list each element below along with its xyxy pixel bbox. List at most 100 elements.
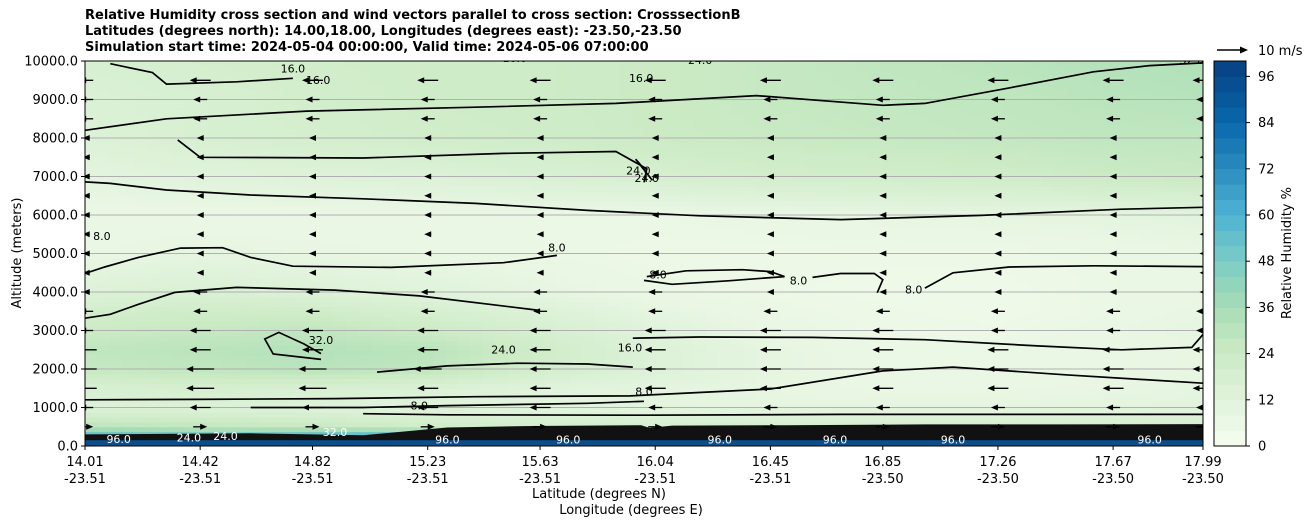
rh-cell xyxy=(246,277,260,283)
rh-cell xyxy=(581,373,595,380)
rh-cell xyxy=(296,195,310,202)
rh-cell xyxy=(693,354,707,360)
rh-cell xyxy=(718,383,732,389)
rh-cell xyxy=(345,61,359,67)
rh-cell xyxy=(780,61,794,67)
rh-cell xyxy=(631,118,645,125)
rh-cell xyxy=(345,239,359,245)
rh-cell xyxy=(296,224,310,231)
rh-cell xyxy=(147,412,161,418)
rh-cell xyxy=(817,210,831,216)
rh-cell xyxy=(209,253,223,259)
rh-cell xyxy=(706,205,720,211)
rh-cell xyxy=(171,205,185,211)
rh-cell xyxy=(581,195,595,202)
rh-cell xyxy=(97,190,111,197)
rh-cell xyxy=(494,176,508,182)
rh-cell xyxy=(842,181,856,187)
rh-cell xyxy=(730,205,744,211)
rh-cell xyxy=(258,397,272,404)
rh-cell xyxy=(557,340,571,346)
rh-cell xyxy=(768,229,782,235)
rh-cell xyxy=(581,186,595,192)
rh-cell xyxy=(159,118,173,125)
rh-cell xyxy=(519,421,533,428)
rh-cell xyxy=(644,128,658,134)
rh-cell xyxy=(407,138,421,144)
rh-cell xyxy=(432,311,446,317)
rh-cell xyxy=(97,224,111,231)
rh-cell xyxy=(432,181,446,187)
rh-cell xyxy=(258,421,272,428)
rh-cell xyxy=(196,301,210,308)
rh-cell xyxy=(594,234,608,240)
rh-cell xyxy=(644,277,658,283)
rh-cell xyxy=(159,287,173,293)
rh-cell xyxy=(793,210,807,216)
rh-cell xyxy=(780,200,794,206)
rh-cell xyxy=(432,123,446,129)
rh-cell xyxy=(258,253,272,259)
rh-cell xyxy=(445,282,459,288)
rh-cell xyxy=(445,80,459,86)
rh-cell xyxy=(345,364,359,370)
rh-cell xyxy=(830,263,844,269)
rh-cell xyxy=(159,426,173,433)
rh-cell xyxy=(196,123,210,129)
rh-cell xyxy=(718,344,732,351)
rh-cell xyxy=(557,234,571,240)
rh-cell xyxy=(445,157,459,163)
rh-cell xyxy=(482,147,496,154)
rh-cell xyxy=(768,301,782,308)
rh-cell xyxy=(358,142,372,149)
rh-cell xyxy=(221,152,235,158)
rh-cell xyxy=(519,373,533,380)
rh-cell xyxy=(171,320,185,327)
rh-cell xyxy=(134,426,148,433)
rh-cell xyxy=(631,378,645,385)
rh-cell xyxy=(482,176,496,182)
rh-cell xyxy=(370,258,384,264)
rh-cell xyxy=(296,277,310,283)
rh-cell xyxy=(271,296,285,303)
rh-cell xyxy=(383,61,397,67)
rh-cell xyxy=(308,402,322,409)
rh-cell xyxy=(97,397,111,404)
rh-cell xyxy=(681,113,695,120)
rh-cell xyxy=(594,70,608,77)
rh-cell xyxy=(594,349,608,356)
rh-cell xyxy=(209,123,223,129)
rh-cell xyxy=(383,113,397,120)
rh-cell xyxy=(507,301,521,308)
rh-cell xyxy=(668,340,682,346)
rh-cell xyxy=(109,253,123,259)
rh-cell xyxy=(494,292,508,298)
rh-cell xyxy=(668,219,682,226)
rh-cell xyxy=(333,75,347,81)
rh-cell xyxy=(109,421,123,428)
rh-cell xyxy=(345,113,359,120)
rh-cell xyxy=(842,229,856,235)
rh-cell xyxy=(333,344,347,351)
rh-cell xyxy=(780,417,794,423)
rh-cell xyxy=(631,407,645,413)
rh-cell xyxy=(97,292,111,298)
rh-cell xyxy=(358,277,372,283)
rh-cell xyxy=(196,282,210,288)
rh-cell xyxy=(482,287,496,293)
rh-cell xyxy=(370,412,384,418)
rh-cell xyxy=(743,138,757,144)
rh-cell xyxy=(420,229,434,235)
rh-cell xyxy=(594,421,608,428)
rh-cell xyxy=(457,378,471,385)
rh-cell xyxy=(321,109,335,115)
rh-cell xyxy=(159,147,173,154)
rh-cell xyxy=(482,123,496,129)
rh-cell xyxy=(159,162,173,168)
rh-cell xyxy=(296,258,310,264)
rh-cell xyxy=(184,210,198,216)
rh-cell xyxy=(383,417,397,423)
rh-cell xyxy=(109,138,123,144)
rh-cell xyxy=(271,340,285,346)
rh-cell xyxy=(557,397,571,404)
